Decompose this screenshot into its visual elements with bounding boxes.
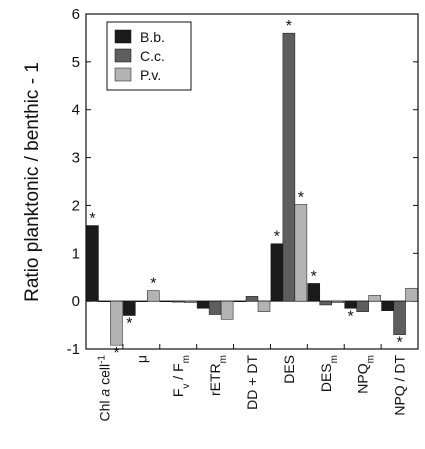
significance-star: *	[150, 276, 156, 293]
bar	[356, 300, 369, 312]
bar	[307, 283, 321, 302]
bar	[270, 243, 284, 302]
y-tick-label: 2	[72, 197, 80, 214]
category-label: DD + DT	[244, 355, 260, 410]
bar	[381, 300, 394, 311]
bar	[331, 300, 345, 303]
y-tick-label: -1	[67, 341, 80, 358]
category-label: NPQm	[355, 355, 377, 394]
y-tick-label: 3	[72, 150, 80, 167]
category-label: Chl a cell-1	[96, 355, 113, 422]
bar	[110, 300, 123, 346]
legend-swatch	[114, 48, 132, 63]
y-tick-label: 0	[72, 293, 80, 310]
significance-star: *	[89, 211, 95, 228]
y-axis-title: Ratio planktonic / benthic - 1	[22, 62, 43, 302]
bar	[368, 295, 381, 302]
significance-star: *	[298, 189, 304, 206]
significance-star: *	[311, 268, 317, 285]
legend-swatch	[114, 67, 132, 82]
bar	[282, 32, 296, 302]
significance-star: *	[348, 308, 354, 325]
y-tick-label: 1	[72, 245, 80, 262]
y-tick-label: 5	[72, 54, 80, 71]
category-label: rETRm	[207, 355, 229, 396]
category-label: NPQ / DT	[392, 355, 408, 416]
y-tick-label: 4	[72, 102, 80, 119]
category-label: DES	[281, 355, 297, 384]
bar	[123, 300, 136, 316]
bar	[183, 300, 197, 303]
bar	[196, 300, 210, 309]
bar	[171, 300, 185, 303]
category-label: DESm	[318, 355, 340, 392]
bar	[208, 300, 222, 315]
bar	[344, 300, 357, 309]
bar	[405, 287, 418, 302]
legend-label: P.v.	[140, 67, 161, 83]
bar	[220, 300, 234, 320]
legend-swatch	[114, 29, 132, 44]
bar	[159, 300, 173, 302]
y-axis-title-group: Ratio planktonic / benthic - 1	[22, 62, 43, 302]
bar	[86, 225, 99, 302]
bar	[233, 300, 247, 302]
significance-star: *	[286, 18, 292, 35]
bar	[257, 300, 271, 312]
bar	[135, 300, 148, 302]
bar	[393, 300, 406, 335]
legend-label: C.c.	[140, 48, 165, 64]
bar	[98, 300, 111, 302]
bar	[245, 296, 259, 302]
bar	[147, 290, 160, 302]
bar	[319, 300, 333, 306]
significance-star: *	[113, 345, 119, 362]
significance-star: *	[126, 316, 132, 333]
significance-star: *	[274, 229, 280, 246]
significance-star: *	[396, 335, 402, 352]
y-tick-label: 6	[72, 6, 80, 23]
category-label: μ	[133, 355, 149, 363]
bar	[294, 204, 308, 302]
category-label: Fv / Fm	[170, 355, 192, 397]
legend-label: B.b.	[140, 29, 165, 45]
plot-frame	[85, 13, 419, 350]
